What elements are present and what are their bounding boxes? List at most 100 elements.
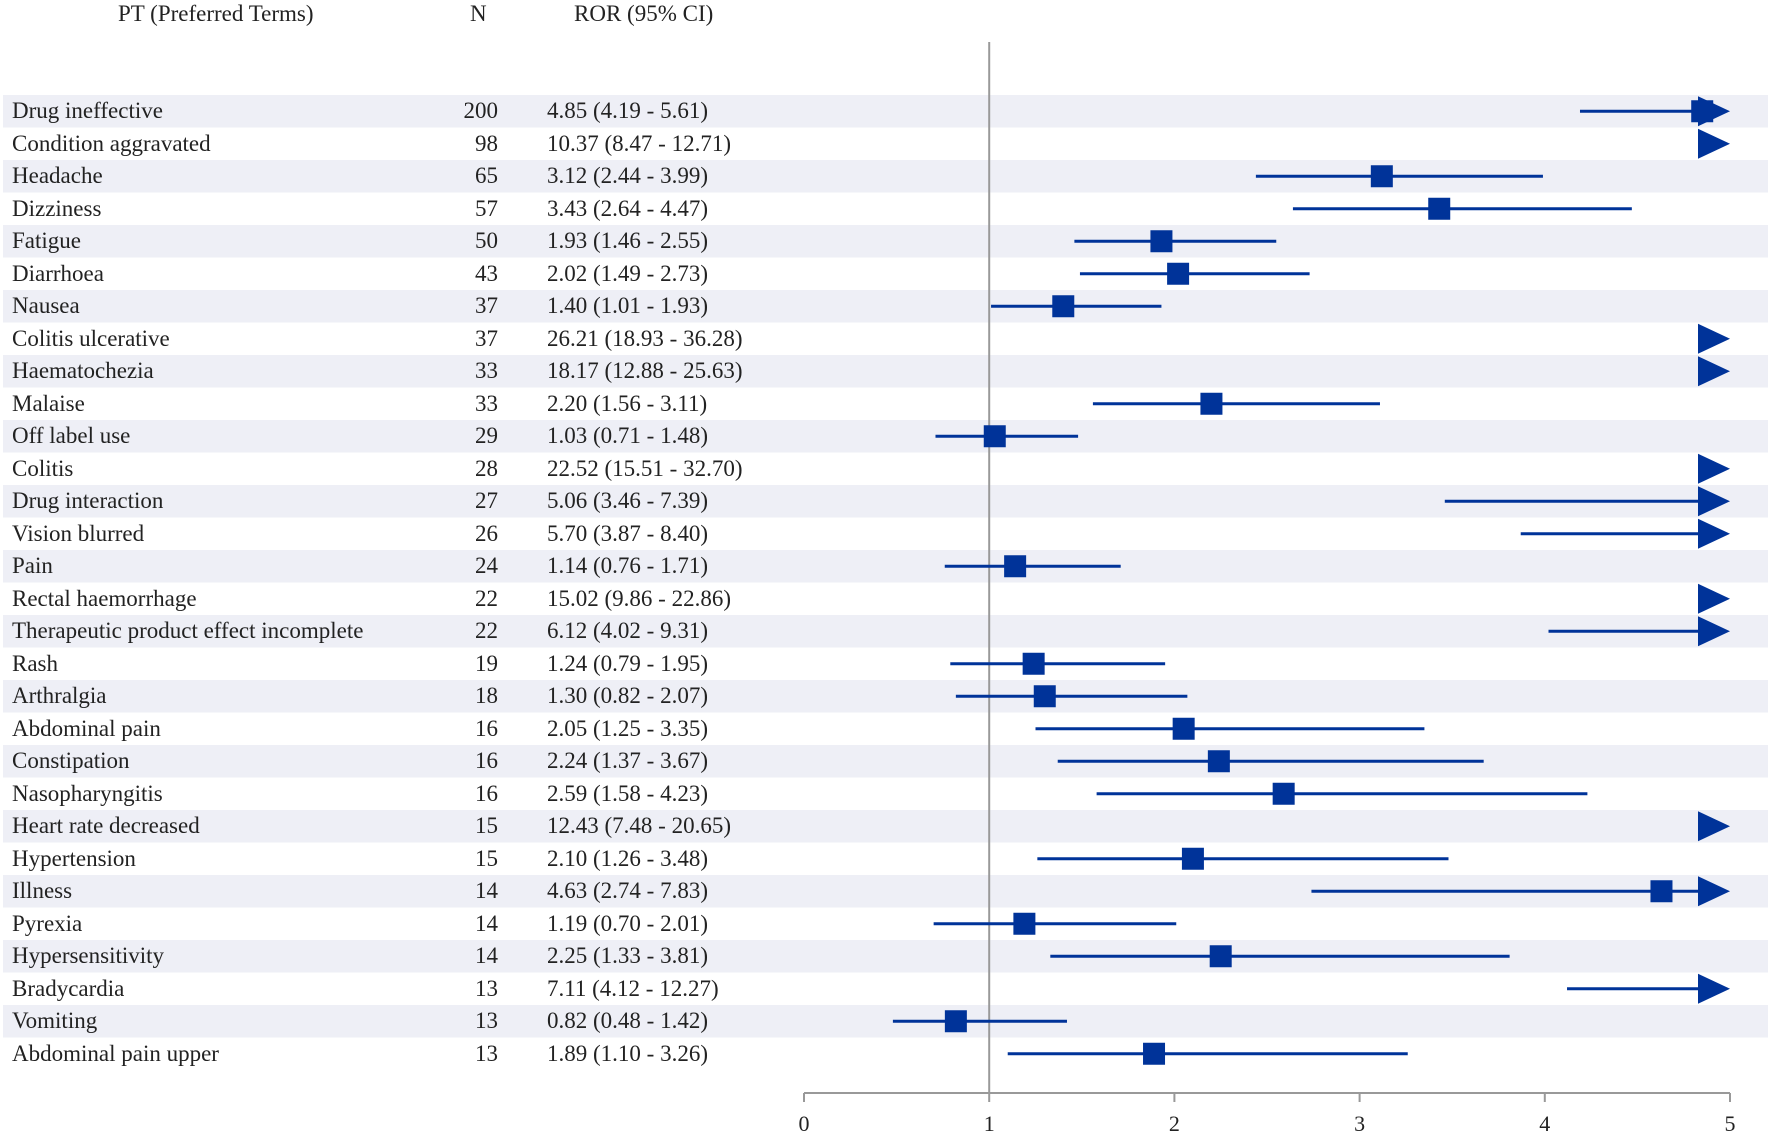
- point-estimate: [1013, 912, 1036, 935]
- row-ror-label: 18.17 (12.88 - 25.63): [547, 358, 743, 383]
- row-term: Drug interaction: [12, 488, 164, 513]
- row-n: 43: [475, 260, 498, 286]
- row-ror-label: 1.30 (0.82 - 2.07): [547, 683, 708, 708]
- row-term: Rash: [12, 650, 58, 676]
- row-n: 24: [475, 553, 498, 578]
- point-estimate: [1272, 782, 1295, 805]
- row-n: 13: [475, 975, 498, 1001]
- row-ror-label: 2.25 (1.33 - 3.81): [547, 943, 708, 968]
- point-estimate: [1207, 750, 1230, 773]
- row-n: 15: [475, 813, 498, 838]
- row-term: Diarrhoea: [12, 260, 104, 286]
- row-ror-label: 2.20 (1.56 - 3.11): [547, 390, 708, 416]
- overflow-arrow: [1698, 616, 1730, 647]
- point-estimate: [1022, 652, 1045, 675]
- row-term: Hypersensitivity: [12, 943, 165, 968]
- row-band: [3, 680, 1768, 713]
- overflow-arrow: [1698, 323, 1730, 354]
- row-term: Off label use: [12, 423, 131, 448]
- row-term: Illness: [12, 878, 73, 903]
- point-estimate: [944, 1010, 967, 1033]
- row-term: Condition aggravated: [12, 130, 211, 156]
- row-term: Therapeutic product effect incomplete: [12, 618, 364, 643]
- row-band: [3, 225, 1768, 258]
- row-n: 18: [475, 683, 498, 708]
- row-term: Pain: [12, 553, 53, 578]
- point-estimate: [1209, 945, 1232, 968]
- row-ror-label: 5.70 (3.87 - 8.40): [547, 520, 708, 546]
- row-ror-label: 4.85 (4.19 - 5.61): [547, 98, 708, 123]
- row-ror-label: 1.03 (0.71 - 1.48): [547, 423, 708, 448]
- row-n: 14: [475, 910, 498, 936]
- point-estimate: [1181, 847, 1204, 870]
- header-ror: ROR (95% CI): [574, 1, 714, 26]
- row-n: 33: [475, 390, 498, 416]
- row-ror-label: 1.24 (0.79 - 1.95): [547, 650, 708, 676]
- point-estimate: [1150, 230, 1173, 253]
- x-tick-label: 0: [799, 1111, 810, 1136]
- row-ror-label: 5.06 (3.46 - 7.39): [547, 488, 708, 513]
- overflow-arrow: [1698, 453, 1730, 484]
- row-n: 37: [475, 325, 498, 351]
- header-term: PT (Preferred Terms): [118, 1, 314, 26]
- row-band: [3, 95, 1768, 128]
- row-n: 15: [475, 845, 498, 871]
- point-estimate: [1370, 165, 1393, 188]
- point-estimate: [1033, 685, 1056, 708]
- overflow-arrow: [1698, 486, 1730, 517]
- row-term: Bradycardia: [12, 975, 125, 1001]
- row-n: 65: [475, 163, 498, 188]
- row-ror-label: 22.52 (15.51 - 32.70): [547, 455, 743, 481]
- row-ror-label: 3.12 (2.44 - 3.99): [547, 163, 708, 188]
- row-n: 16: [475, 780, 498, 806]
- header-n: N: [470, 1, 487, 26]
- row-n: 16: [475, 748, 498, 773]
- row-ror-label: 2.05 (1.25 - 3.35): [547, 715, 708, 741]
- row-n: 22: [475, 585, 498, 611]
- row-n: 27: [475, 488, 498, 513]
- point-estimate: [1428, 197, 1451, 220]
- x-tick-label: 2: [1169, 1111, 1180, 1136]
- point-estimate: [983, 425, 1006, 448]
- row-n: 14: [475, 943, 498, 968]
- row-term: Nausea: [12, 293, 80, 318]
- overflow-arrow: [1698, 973, 1730, 1004]
- row-term: Vomiting: [12, 1008, 98, 1033]
- row-band: [3, 615, 1768, 648]
- row-ror-label: 12.43 (7.48 - 20.65): [547, 813, 731, 838]
- row-term: Abdominal pain: [12, 715, 161, 741]
- point-estimate: [1143, 1042, 1166, 1065]
- row-band: [3, 550, 1768, 583]
- row-ror-label: 2.02 (1.49 - 2.73): [547, 260, 708, 286]
- x-tick-label: 4: [1539, 1111, 1550, 1136]
- row-term: Colitis ulcerative: [12, 325, 170, 351]
- row-n: 16: [475, 715, 498, 741]
- row-term: Constipation: [12, 748, 130, 773]
- point-estimate: [1052, 295, 1075, 318]
- row-ror-label: 2.10 (1.26 - 3.48): [547, 845, 708, 871]
- row-term: Abdominal pain upper: [12, 1040, 219, 1066]
- row-n: 19: [475, 650, 498, 676]
- row-n: 50: [475, 228, 498, 253]
- x-tick-label: 1: [984, 1111, 995, 1136]
- row-n: 37: [475, 293, 498, 318]
- overflow-arrow: [1698, 518, 1730, 549]
- row-ror-label: 7.11 (4.12 - 12.27): [547, 975, 719, 1001]
- row-term: Haematochezia: [12, 358, 154, 383]
- overflow-arrow: [1698, 811, 1730, 842]
- row-ror-label: 2.24 (1.37 - 3.67): [547, 748, 708, 773]
- row-ror-label: 2.59 (1.58 - 4.23): [547, 780, 708, 806]
- row-term: Pyrexia: [12, 910, 83, 936]
- row-term: Hypertension: [12, 845, 136, 871]
- row-ror-label: 4.63 (2.74 - 7.83): [547, 878, 708, 903]
- row-ror-label: 0.82 (0.48 - 1.42): [547, 1008, 708, 1033]
- row-n: 13: [475, 1040, 498, 1066]
- row-ror-label: 1.40 (1.01 - 1.93): [547, 293, 708, 318]
- point-estimate: [1167, 262, 1190, 285]
- row-n: 14: [475, 878, 498, 903]
- row-ror-label: 1.89 (1.10 - 3.26): [547, 1040, 708, 1066]
- row-ror-label: 1.19 (0.70 - 2.01): [547, 910, 708, 936]
- row-term: Rectal haemorrhage: [12, 585, 197, 611]
- point-estimate: [1004, 555, 1027, 578]
